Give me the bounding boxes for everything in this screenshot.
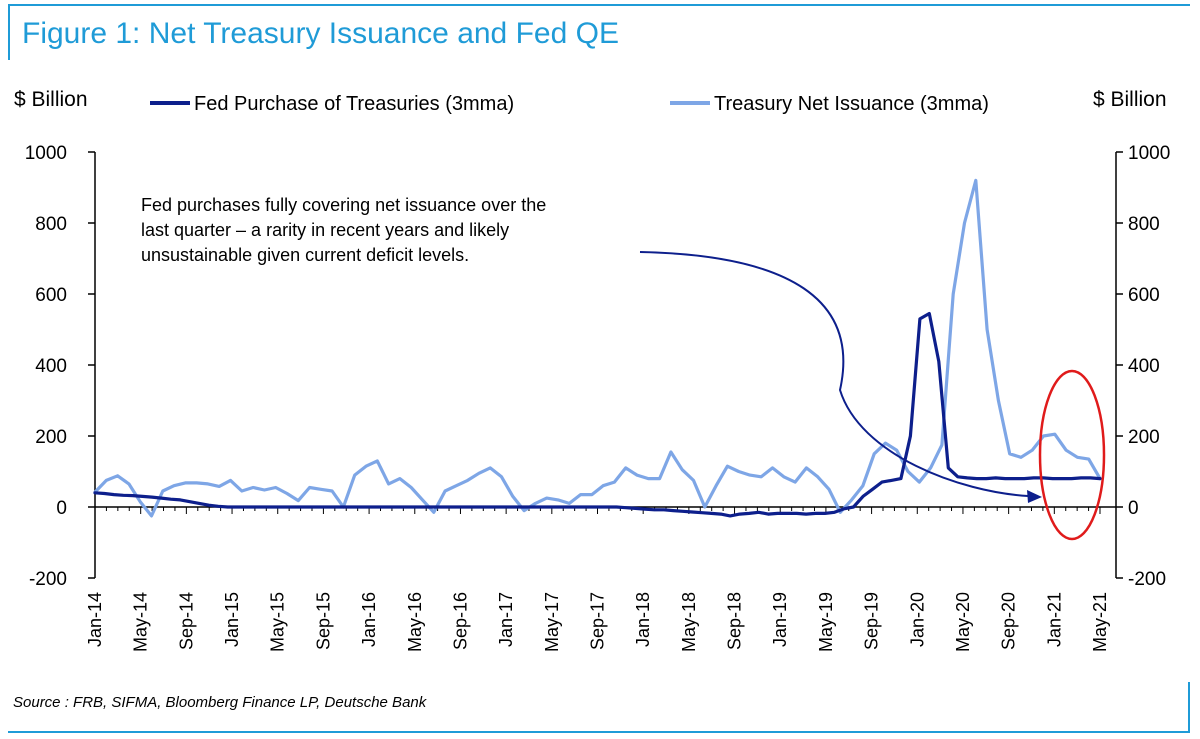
frame-bottom-border xyxy=(8,731,1190,733)
x-tick-label: Jan-15 xyxy=(222,592,242,647)
x-tick-label: May-16 xyxy=(405,592,425,652)
x-tick-label: Jan-18 xyxy=(633,592,653,647)
chart-title: Figure 1: Net Treasury Issuance and Fed … xyxy=(22,17,619,50)
x-tick-label: Sep-19 xyxy=(862,592,882,650)
left-y-tick-label: 400 xyxy=(35,356,67,377)
x-tick-label: May-18 xyxy=(679,592,699,652)
left-y-tick-label: 600 xyxy=(35,285,67,306)
x-tick-label: Jan-21 xyxy=(1044,592,1064,647)
left-y-tick-label: 800 xyxy=(35,214,67,235)
x-tick-label: Sep-15 xyxy=(313,592,333,650)
x-tick-label: Sep-14 xyxy=(176,592,196,650)
highlight-circle xyxy=(1038,369,1106,541)
right-y-tick-label: 600 xyxy=(1128,285,1160,306)
left-y-tick-label: 0 xyxy=(56,498,67,519)
right-y-tick-label: 800 xyxy=(1128,214,1160,235)
right-y-tick-label: -200 xyxy=(1128,569,1166,590)
source-note: Source : FRB, SIFMA, Bloomberg Finance L… xyxy=(13,694,427,711)
x-tick-label: Jan-19 xyxy=(770,592,790,647)
frame-right-border xyxy=(1188,682,1190,733)
annotation-line-1: Fed purchases fully covering net issuanc… xyxy=(141,195,546,215)
annotation-line-3: unsustainable given current deficit leve… xyxy=(141,245,469,265)
series-line-treasury-issuance xyxy=(93,178,1102,518)
x-tick-label: Sep-16 xyxy=(450,592,470,650)
x-tick-label: Sep-18 xyxy=(725,592,745,650)
annotation-arrow-line xyxy=(639,251,1029,497)
left-y-tick-label: -200 xyxy=(29,569,67,590)
series-line-fed-purchase xyxy=(93,311,1102,518)
left-axis-unit: $ Billion xyxy=(14,88,88,111)
x-tick-label: May-15 xyxy=(268,592,288,652)
right-y-tick-label: 1000 xyxy=(1128,143,1170,164)
right-axis-unit: $ Billion xyxy=(1093,88,1167,111)
x-tick-label: May-14 xyxy=(131,592,151,652)
right-y-tick-label: 400 xyxy=(1128,356,1160,377)
legend-label-treasury: Treasury Net Issuance (3mma) xyxy=(714,93,989,115)
x-tick-label: May-19 xyxy=(816,592,836,652)
axes-group: -200 -200 0 0 200 200 400 400 600 600 800 800 1000 10… xyxy=(25,143,1171,652)
annotation-line-2: last quarter – a rarity in recent years … xyxy=(141,220,509,240)
frame-top-border xyxy=(8,4,1190,6)
series-group xyxy=(93,178,1102,518)
x-tick-label: May-17 xyxy=(542,592,562,652)
legend-label-fed: Fed Purchase of Treasuries (3mma) xyxy=(194,93,514,115)
x-tick-label: May-20 xyxy=(953,592,973,652)
x-tick-label: Sep-17 xyxy=(588,592,608,650)
x-tick-label: May-21 xyxy=(1090,592,1110,652)
left-y-tick-label: 1000 xyxy=(25,143,67,164)
frame-left-border xyxy=(8,4,10,60)
right-y-tick-label: 200 xyxy=(1128,427,1160,448)
x-tick-label: Jan-16 xyxy=(359,592,379,647)
annotation-arrow-head xyxy=(1027,490,1042,503)
x-tick-label: Jan-14 xyxy=(85,592,105,647)
x-tick-label: Jan-17 xyxy=(496,592,516,647)
x-tick-label: Sep-20 xyxy=(999,592,1019,650)
right-y-tick-label: 0 xyxy=(1128,498,1139,519)
x-tick-label: Jan-20 xyxy=(907,592,927,647)
left-y-tick-label: 200 xyxy=(35,427,67,448)
